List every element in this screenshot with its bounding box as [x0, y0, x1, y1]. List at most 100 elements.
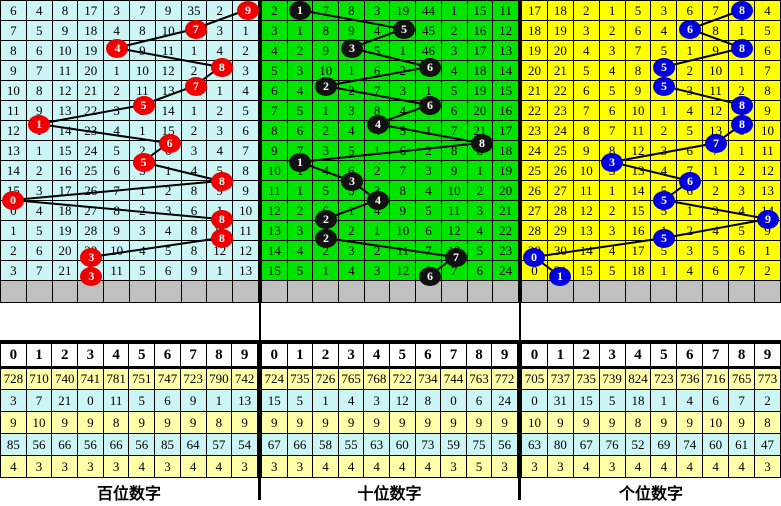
grid-cell[interactable]: 1 [598, 180, 626, 201]
grid-cell[interactable]: 19 [51, 220, 79, 241]
grid-cell[interactable]: 1 [312, 260, 340, 281]
grid-cell[interactable]: 8 [128, 20, 156, 41]
stats-column-header[interactable]: 0 [0, 343, 27, 369]
grid-cell[interactable]: 3 [286, 60, 314, 81]
grid-cell[interactable]: 27 [77, 200, 105, 221]
grid-cell[interactable]: 1 [415, 120, 442, 141]
grid-cell[interactable]: 2 [728, 160, 756, 181]
grid-cell[interactable]: 14 [572, 240, 600, 261]
hit-marker[interactable]: 4 [367, 190, 389, 210]
grid-cell[interactable]: 15 [624, 200, 652, 221]
grid-cell[interactable]: 2 [25, 160, 53, 181]
grid-cell[interactable]: 12 [440, 220, 468, 241]
grid-cell[interactable]: 5 [25, 220, 53, 241]
grid-cell[interactable]: 18 [77, 20, 105, 41]
grid-cell[interactable]: 6 [103, 160, 130, 181]
grid-cell[interactable]: 8 [180, 240, 208, 261]
grid-cell[interactable]: 2 [598, 20, 626, 41]
grid-cell[interactable]: 9 [389, 200, 417, 221]
grid-cell[interactable]: 8 [180, 220, 208, 241]
grid-cell[interactable]: 11 [572, 180, 600, 201]
grid-cell[interactable]: 5 [728, 220, 756, 241]
hit-marker[interactable]: 7 [184, 76, 207, 96]
hit-marker[interactable]: 6 [419, 266, 441, 286]
grid-cell[interactable]: 4 [415, 180, 442, 201]
grid-cell[interactable]: 13 [232, 260, 259, 281]
stats-column-header[interactable]: 1 [286, 343, 314, 369]
grid-cell[interactable]: 20 [466, 100, 494, 121]
grid-cell[interactable]: 7 [624, 40, 652, 61]
grid-cell[interactable]: 20 [492, 180, 519, 201]
grid-cell[interactable]: 3 [598, 40, 626, 61]
stats-column-header[interactable]: 7 [702, 343, 730, 369]
grid-cell[interactable]: 11 [389, 240, 417, 261]
grid-cell[interactable]: 5 [440, 80, 468, 101]
grid-cell[interactable]: 6 [624, 20, 652, 41]
grid-cell[interactable]: 8 [180, 180, 208, 201]
grid-cell[interactable]: 4 [650, 20, 678, 41]
grid-cell[interactable]: 7 [389, 160, 417, 181]
hit-marker[interactable]: 7 [705, 133, 727, 153]
grid-cell[interactable]: 3 [572, 20, 600, 41]
grid-cell[interactable]: 7 [440, 120, 468, 141]
grid-cell[interactable]: 20 [77, 60, 105, 81]
grid-cell[interactable]: 8 [232, 160, 259, 181]
grid-cell[interactable]: 22 [521, 100, 548, 121]
grid-cell[interactable]: 14 [0, 160, 27, 181]
hit-marker[interactable]: 8 [731, 38, 753, 58]
grid-cell[interactable]: 11 [232, 220, 259, 241]
grid-cell[interactable]: 4 [206, 140, 234, 161]
grid-cell[interactable]: 1 [728, 140, 756, 161]
grid-cell[interactable]: 4 [440, 60, 468, 81]
grid-cell[interactable]: 2 [312, 120, 340, 141]
grid-cell[interactable]: 7 [25, 60, 53, 81]
grid-cell[interactable]: 10 [624, 100, 652, 121]
grid-cell[interactable]: 5 [415, 200, 442, 221]
grid-cell[interactable]: 2 [676, 60, 704, 81]
grid-cell[interactable]: 1 [206, 260, 234, 281]
grid-cell[interactable]: 17 [466, 40, 494, 61]
grid-cell[interactable]: 3 [466, 200, 494, 221]
grid-cell[interactable]: 1 [25, 140, 53, 161]
stats-column-header[interactable]: 7 [179, 343, 207, 369]
grid-cell[interactable]: 1 [754, 240, 781, 261]
hit-marker[interactable]: 1 [28, 114, 51, 134]
grid-cell[interactable]: 20 [521, 60, 548, 81]
grid-cell[interactable]: 4 [676, 100, 704, 121]
grid-cell[interactable]: 3 [180, 140, 208, 161]
stats-column-header[interactable]: 2 [312, 343, 339, 369]
stats-column-header[interactable]: 1 [546, 343, 574, 369]
grid-cell[interactable]: 4 [312, 160, 340, 181]
grid-cell[interactable]: 1 [338, 60, 365, 81]
grid-cell[interactable]: 2 [754, 260, 781, 281]
stats-column-header[interactable]: 4 [102, 343, 130, 369]
grid-cell[interactable]: 11 [0, 100, 27, 121]
grid-cell[interactable]: 4 [363, 20, 391, 41]
grid-cell[interactable]: 9 [312, 40, 340, 61]
grid-cell[interactable]: 8 [624, 60, 652, 81]
grid-cell[interactable]: 2 [572, 0, 600, 21]
grid-cell[interactable]: 13 [572, 220, 600, 241]
hit-marker[interactable]: 2 [315, 76, 337, 96]
hit-marker[interactable]: 9 [236, 0, 259, 20]
stats-column-header[interactable]: 3 [77, 343, 104, 369]
hit-marker[interactable]: 6 [419, 95, 441, 115]
grid-cell[interactable]: 11 [492, 0, 519, 21]
grid-cell[interactable]: 2 [232, 40, 259, 61]
stats-column-header[interactable]: 4 [624, 343, 652, 369]
grid-cell[interactable]: 12 [572, 200, 600, 221]
grid-cell[interactable]: 1 [728, 60, 756, 81]
grid-cell[interactable]: 7 [261, 100, 288, 121]
grid-cell[interactable]: 8 [702, 20, 730, 41]
grid-cell[interactable]: 30 [546, 240, 574, 261]
grid-cell[interactable]: 9 [261, 140, 288, 161]
grid-cell[interactable]: 5 [598, 260, 626, 281]
grid-cell[interactable]: 15 [572, 260, 600, 281]
grid-cell[interactable]: 9 [232, 180, 259, 201]
grid-cell[interactable]: 6 [154, 260, 182, 281]
grid-cell[interactable]: 13 [261, 220, 288, 241]
grid-cell[interactable]: 19 [389, 0, 417, 21]
stats-column-header[interactable]: 5 [128, 343, 156, 369]
grid-cell[interactable]: 12 [51, 80, 79, 101]
grid-cell[interactable]: 26 [546, 160, 574, 181]
